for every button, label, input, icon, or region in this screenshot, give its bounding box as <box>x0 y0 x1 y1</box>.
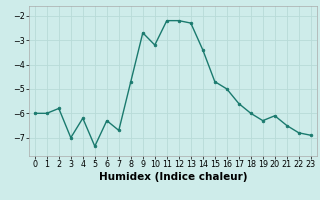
X-axis label: Humidex (Indice chaleur): Humidex (Indice chaleur) <box>99 172 247 182</box>
